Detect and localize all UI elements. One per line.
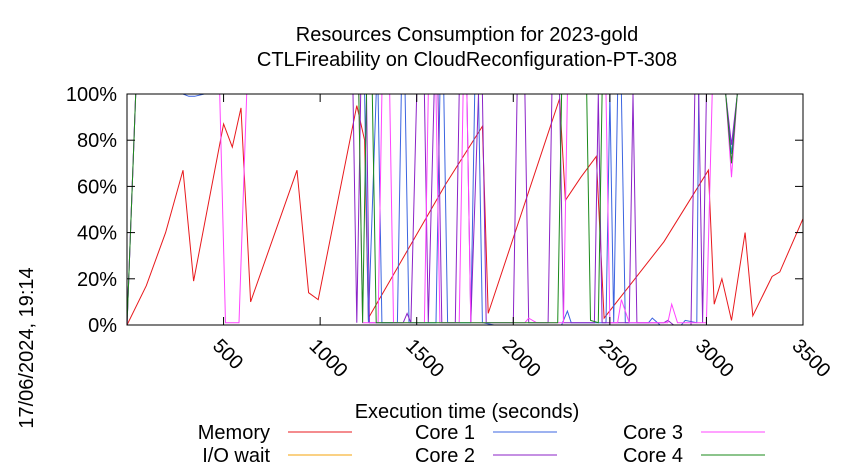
- y-tick-label: 100%: [66, 84, 117, 106]
- x-tick-label: 3000: [691, 335, 738, 382]
- legend-label-core-3: Core 3: [623, 422, 683, 444]
- x-tick-label: 2500: [594, 335, 641, 382]
- chart-title: Resources Consumption for 2023-gold: [296, 24, 638, 46]
- series-line-memory: [126, 98, 804, 326]
- legend-label-memory: Memory: [198, 422, 270, 444]
- legend-label-i-o-wait: I/O wait: [202, 445, 270, 467]
- y-tick-label: 80%: [77, 130, 117, 152]
- y-tick-label: 20%: [77, 269, 117, 291]
- legend-label-core-1: Core 1: [415, 422, 475, 444]
- plot-frame: [126, 93, 804, 326]
- x-axis-label: Execution time (seconds): [355, 401, 580, 423]
- x-tick-label: 3500: [787, 335, 834, 382]
- y-tick-label: 60%: [77, 176, 117, 198]
- x-tick-label: 1000: [305, 335, 352, 382]
- x-tick-label: 500: [208, 335, 247, 374]
- plot-area: [126, 93, 804, 326]
- legend-label-core-2: Core 2: [415, 445, 475, 467]
- series-line-core-2: [126, 93, 803, 326]
- x-tick-label: 1500: [401, 335, 448, 382]
- axes: 0% 20% 40% 60% 80% 100% 500 1000 1500 2000 2500 300…: [66, 84, 835, 382]
- y-tick-label: 40%: [77, 223, 117, 245]
- y-tick-label: 0%: [88, 315, 117, 337]
- legend-label-core-4: Core 4: [623, 445, 683, 467]
- timestamp-label: 17/06/2024, 19:14: [16, 267, 38, 428]
- chart-subtitle: CTLFireability on CloudReconfiguration-P…: [257, 49, 677, 71]
- x-tick-label: 2000: [498, 335, 545, 382]
